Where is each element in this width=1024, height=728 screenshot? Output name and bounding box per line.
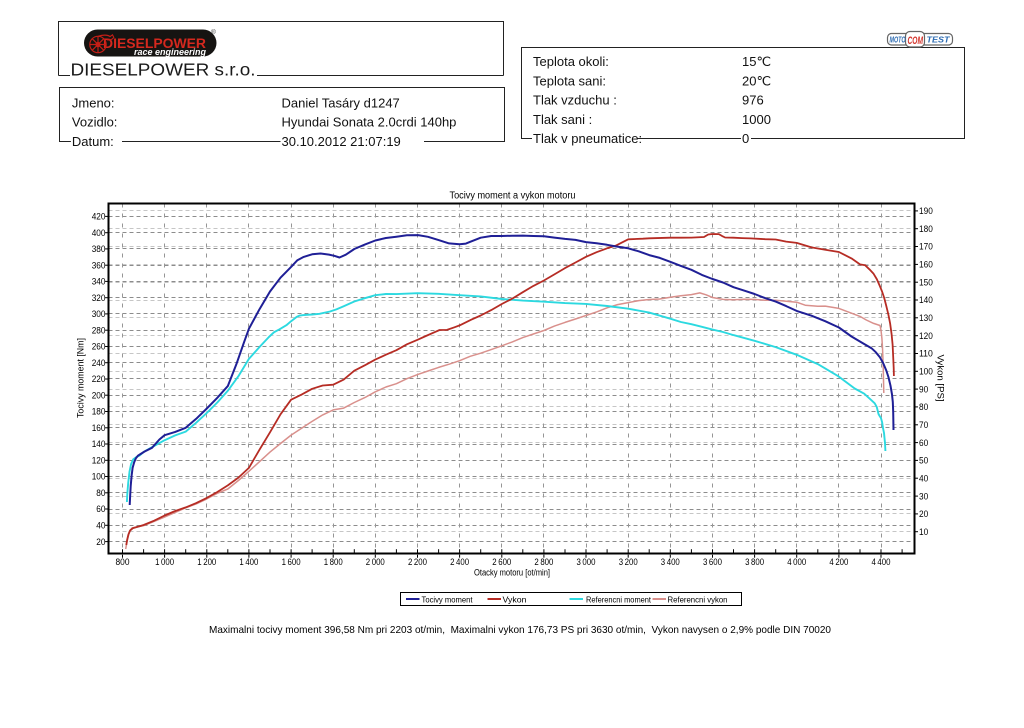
svg-text:140: 140 [92,439,106,449]
svg-text:300: 300 [92,309,106,319]
svg-text:Hyundai Sonata 2.0crdi 140hp: Hyundai Sonata 2.0crdi 140hp [282,115,457,130]
svg-text:3 000: 3 000 [577,557,596,567]
svg-text:Datum:: Datum: [72,134,114,149]
svg-text:340: 340 [92,277,106,287]
svg-text:90: 90 [919,384,928,394]
svg-text:320: 320 [92,293,106,303]
svg-text:®: ® [211,28,216,36]
svg-text:Tocivy moment a vykon motoru: Tocivy moment a vykon motoru [450,191,576,202]
svg-text:1000: 1000 [742,112,771,127]
svg-text:4 200: 4 200 [829,557,848,567]
svg-text:1 000: 1 000 [155,557,174,567]
svg-text:200: 200 [92,390,106,400]
svg-text:220: 220 [92,374,106,384]
svg-text:20: 20 [96,537,105,547]
svg-text:2 400: 2 400 [450,557,469,567]
svg-text:COM: COM [908,35,924,47]
svg-text:2 600: 2 600 [492,557,511,567]
svg-text:Teplota okoli:: Teplota okoli: [533,54,609,69]
svg-text:Tlak vzduchu :: Tlak vzduchu : [533,93,617,108]
svg-text:3 800: 3 800 [745,557,764,567]
svg-text:400: 400 [92,228,106,238]
svg-text:Referencni moment: Referencni moment [586,594,652,604]
svg-text:1 400: 1 400 [239,557,258,567]
svg-text:60: 60 [96,504,105,514]
svg-text:180: 180 [92,407,106,417]
svg-text:50: 50 [919,456,928,466]
svg-text:80: 80 [919,402,928,412]
svg-text:800: 800 [116,557,130,567]
svg-text:Daniel Tasáry d1247: Daniel Tasáry d1247 [282,95,400,110]
svg-text:20: 20 [919,509,928,519]
svg-text:420: 420 [92,212,106,222]
svg-text:190: 190 [919,206,933,216]
svg-text:80: 80 [96,488,105,498]
svg-text:160: 160 [919,260,933,270]
svg-text:Jmeno:: Jmeno: [72,95,115,110]
svg-text:120: 120 [92,456,106,466]
svg-text:240: 240 [92,358,106,368]
svg-text:110: 110 [919,349,933,359]
svg-text:140: 140 [919,295,933,305]
svg-text:280: 280 [92,325,106,335]
svg-text:Referencni vykon: Referencni vykon [668,594,728,604]
svg-text:180: 180 [919,224,933,234]
svg-text:Tocivy moment: Tocivy moment [422,594,474,604]
svg-text:DIESELPOWER s.r.o.: DIESELPOWER s.r.o. [71,60,256,80]
svg-text:Vozidlo:: Vozidlo: [72,115,118,130]
svg-text:100: 100 [92,472,106,482]
svg-text:976: 976 [742,93,764,108]
svg-text:130: 130 [919,313,933,323]
svg-text:70: 70 [919,420,928,430]
svg-text:100: 100 [919,367,933,377]
svg-text:0: 0 [742,131,749,146]
svg-text:Teplota sani:: Teplota sani: [533,73,606,88]
svg-text:150: 150 [919,277,933,287]
svg-text:Vykon: Vykon [503,594,527,604]
svg-text:3 600: 3 600 [703,557,722,567]
svg-text:170: 170 [919,242,933,252]
svg-text:1 600: 1 600 [282,557,301,567]
svg-text:Vykon [PS]: Vykon [PS] [936,355,946,402]
svg-text:260: 260 [92,342,106,352]
svg-text:2 800: 2 800 [534,557,553,567]
svg-text:15℃: 15℃ [742,54,771,69]
svg-text:Maximalni tocivy moment 396,58: Maximalni tocivy moment 396,58 Nm pri 22… [209,624,831,636]
svg-text:Tlak sani :: Tlak sani : [533,112,592,127]
svg-text:3 200: 3 200 [619,557,638,567]
svg-text:10: 10 [919,527,928,537]
svg-text:380: 380 [92,244,106,254]
svg-text:1 200: 1 200 [197,557,216,567]
svg-text:160: 160 [92,423,106,433]
svg-text:4 400: 4 400 [872,557,891,567]
svg-text:2 000: 2 000 [366,557,385,567]
svg-text:20℃: 20℃ [742,73,771,88]
svg-text:DIESELPOWER: DIESELPOWER [103,36,206,51]
svg-text:Tlak v pneumatice:: Tlak v pneumatice: [533,131,642,146]
svg-text:3 400: 3 400 [661,557,680,567]
svg-text:60: 60 [919,438,928,448]
svg-text:Otacky motoru [ot/min]: Otacky motoru [ot/min] [474,568,550,578]
svg-text:30.10.2012 21:07:19: 30.10.2012 21:07:19 [282,134,401,149]
svg-text:120: 120 [919,331,933,341]
svg-text:MOTO: MOTO [890,36,907,45]
svg-text:40: 40 [919,473,928,483]
svg-text:4 000: 4 000 [787,557,806,567]
svg-text:2 200: 2 200 [408,557,427,567]
svg-text:TEST: TEST [927,36,951,45]
svg-text:1 800: 1 800 [324,557,343,567]
svg-text:race engineering: race engineering [134,47,206,57]
svg-text:360: 360 [92,260,106,270]
svg-text:Tocivy moment [Nm]: Tocivy moment [Nm] [76,338,86,418]
svg-text:30: 30 [919,491,928,501]
svg-text:40: 40 [96,521,105,531]
